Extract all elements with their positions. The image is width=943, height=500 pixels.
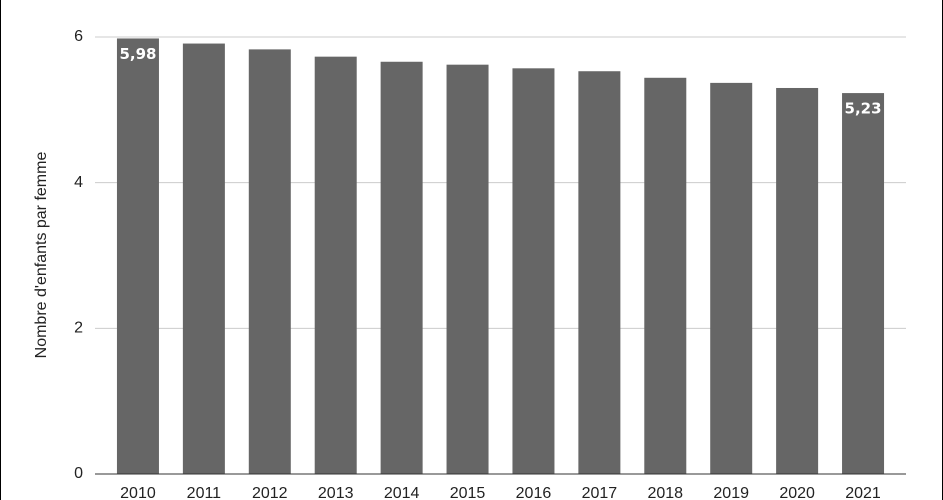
- bar: [314, 56, 357, 474]
- x-tick-label: 2010: [120, 485, 156, 500]
- x-tick-label: 2020: [779, 485, 815, 500]
- y-tick-label: 6: [74, 28, 83, 45]
- x-tick-label: 2018: [647, 485, 683, 500]
- bar: [710, 82, 753, 474]
- x-tick-label: 2012: [252, 485, 288, 500]
- y-tick-label: 2: [74, 320, 83, 337]
- bar: [248, 49, 291, 475]
- bar: [116, 38, 159, 474]
- bar: [380, 61, 423, 474]
- bar: [182, 43, 225, 475]
- x-tick-label: 2021: [845, 485, 881, 500]
- value-label: 5,23: [845, 100, 882, 118]
- bar: [644, 77, 687, 474]
- x-tick-label: 2015: [450, 485, 486, 500]
- bar: [842, 93, 885, 474]
- y-axis-label: Nombre d'enfants par femme: [33, 152, 50, 359]
- y-tick-label: 4: [74, 174, 83, 191]
- bar: [578, 71, 621, 475]
- bar: [776, 87, 819, 474]
- x-tick-label: 2014: [384, 485, 420, 500]
- x-tick-label: 2019: [713, 485, 749, 500]
- value-label: 5,98: [119, 45, 156, 63]
- x-tick-label: 2016: [516, 485, 552, 500]
- x-tick-label: 2017: [582, 485, 618, 500]
- x-tick-label: 2013: [318, 485, 354, 500]
- bar: [446, 64, 489, 474]
- y-tick-label: 0: [74, 465, 83, 482]
- bar: [512, 68, 555, 475]
- x-tick-label: 2011: [187, 485, 222, 500]
